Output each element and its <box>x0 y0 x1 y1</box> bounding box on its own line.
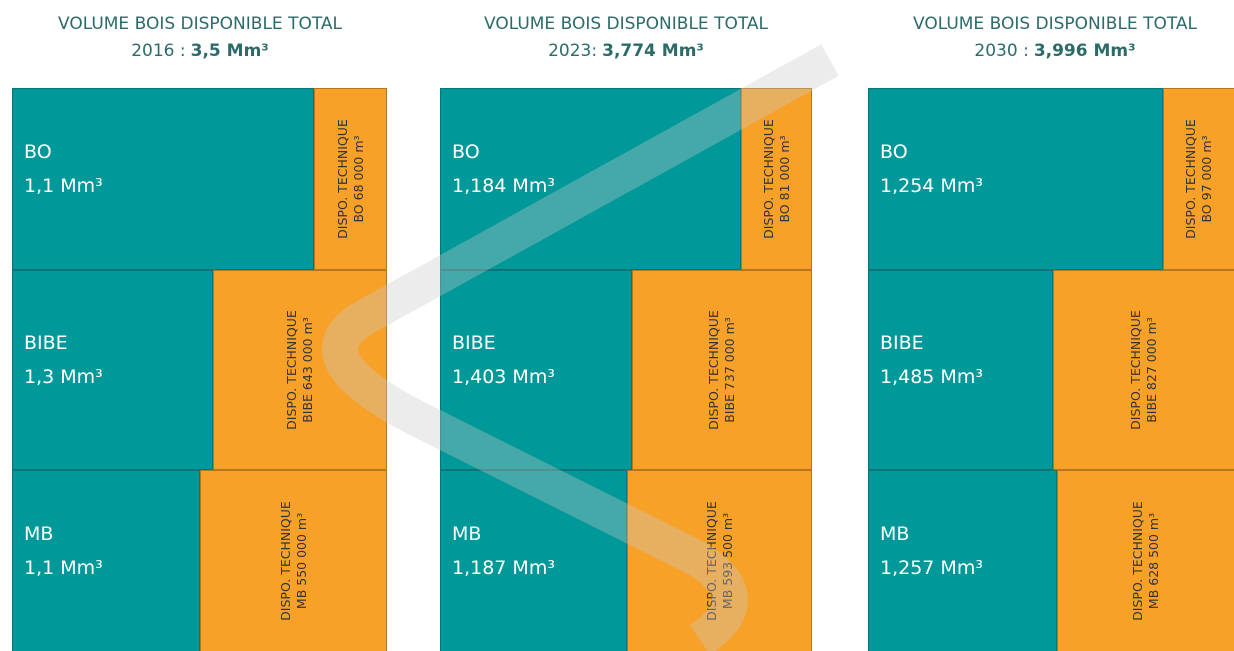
block-name: BIBE <box>452 332 496 354</box>
block-name: MB <box>24 522 54 545</box>
block-volume: 1,257 Mm³ <box>880 556 983 579</box>
total: 3,5 Mm³ <box>190 41 269 61</box>
orange-block <box>200 470 387 651</box>
block-name: MB <box>880 522 910 545</box>
block-name: MB <box>452 522 482 545</box>
teal-block <box>868 88 1163 270</box>
block-volume: 1,187 Mm³ <box>452 556 555 579</box>
orange-block <box>632 270 812 470</box>
teal-block <box>440 270 632 470</box>
block-volume: 1,184 Mm³ <box>452 175 555 197</box>
panel-title: VOLUME BOIS DISPONIBLE TOTAL <box>57 14 342 34</box>
block-name: BO <box>452 141 480 163</box>
panel-total: 2030 :3,996 Mm³ <box>855 41 1234 61</box>
year: 2023: <box>548 41 598 61</box>
teal-block <box>440 88 741 270</box>
teal-block <box>12 270 213 470</box>
orange-block <box>213 270 387 470</box>
watermark-stroke <box>322 44 839 651</box>
teal-block <box>868 470 1057 651</box>
panel-title: VOLUME BOIS DISPONIBLE TOTAL <box>912 14 1197 34</box>
block-volume: 1,403 Mm³ <box>452 366 555 388</box>
year: 2016 : <box>131 41 186 61</box>
block-volume: 1,3 Mm³ <box>24 366 103 388</box>
total: 3,774 Mm³ <box>602 41 704 61</box>
block-name: BIBE <box>24 332 68 354</box>
block-volume: 1,1 Mm³ <box>24 556 103 579</box>
panel-total: 2016 :3,5 Mm³ <box>0 41 400 61</box>
orange-block <box>1163 88 1234 270</box>
teal-block <box>868 270 1053 470</box>
orange-block <box>741 88 812 270</box>
orange-block <box>1057 470 1234 651</box>
block-name: BIBE <box>880 332 924 354</box>
block-volume: 1,1 Mm³ <box>24 175 103 197</box>
block-name: BO <box>24 141 52 163</box>
orange-block <box>1053 270 1234 470</box>
orange-block <box>314 88 387 270</box>
orange-block <box>627 470 812 651</box>
total: 3,996 Mm³ <box>1033 41 1136 61</box>
block-volume: 1,254 Mm³ <box>880 175 983 197</box>
panel-total: 2023: 3,774 Mm³ <box>426 41 826 61</box>
block-volume: 1,485 Mm³ <box>880 366 983 388</box>
teal-block <box>12 470 200 651</box>
block-name: BO <box>880 141 908 163</box>
teal-block <box>440 470 627 651</box>
year: 2030 : <box>974 41 1029 61</box>
teal-block <box>12 88 314 270</box>
panel-title: VOLUME BOIS DISPONIBLE TOTAL <box>483 14 768 34</box>
